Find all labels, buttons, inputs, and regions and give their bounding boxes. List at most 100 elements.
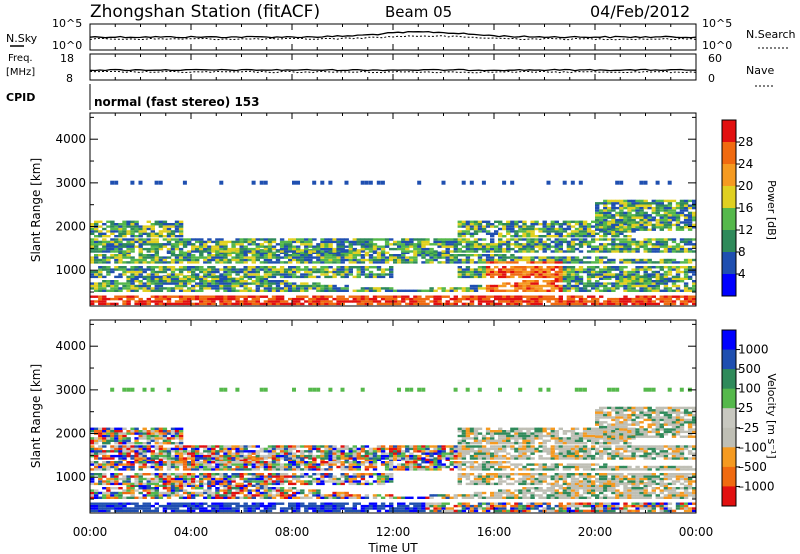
heatmap-cell <box>279 452 285 455</box>
heatmap-cell <box>271 270 277 274</box>
heatmap-cell <box>562 256 568 259</box>
heatmap-cell <box>154 430 159 433</box>
heatmap-cell <box>288 463 293 466</box>
heatmap-cell <box>534 235 539 238</box>
heatmap-cell <box>267 287 273 290</box>
heatmap-cell <box>635 214 640 217</box>
heatmap-cell <box>607 226 612 229</box>
heatmap-cell <box>207 463 212 466</box>
heatmap-cell <box>651 250 656 253</box>
heatmap-cell <box>207 465 212 469</box>
heatmap-cell <box>162 220 168 223</box>
heatmap-cell <box>631 230 636 233</box>
heatmap-cell <box>195 452 200 455</box>
heatmap-cell <box>243 504 248 508</box>
heatmap-cell <box>98 430 103 433</box>
heatmap-cell <box>453 302 458 306</box>
heatmap-cell <box>566 256 572 259</box>
heatmap-cell <box>623 216 628 219</box>
heatmap-cell <box>182 496 188 499</box>
heatmap-cell <box>247 504 252 508</box>
heatmap-cell <box>449 240 454 244</box>
heatmap-cell <box>211 458 216 461</box>
nave-series-line <box>89 70 697 74</box>
heatmap-cell <box>215 445 220 448</box>
heatmap-cell <box>243 250 248 253</box>
heatmap-cell <box>627 235 632 238</box>
heatmap-cell <box>182 509 188 513</box>
heatmap-cell <box>465 232 471 235</box>
heatmap-cell <box>380 238 386 241</box>
heatmap-cell <box>639 261 644 264</box>
heatmap-cell <box>570 261 576 264</box>
heatmap-cell <box>223 463 228 466</box>
heatmap-cell <box>550 250 555 253</box>
heatmap-cell <box>203 454 208 458</box>
heatmap-cell <box>566 243 572 246</box>
heatmap-cell <box>336 254 341 257</box>
heatmap-cell <box>195 457 200 460</box>
heatmap-cell <box>502 261 507 264</box>
heatmap-cell <box>146 273 151 276</box>
heatmap-cell <box>627 243 632 246</box>
heatmap-cell <box>122 295 127 298</box>
heatmap-cell <box>292 494 297 497</box>
heatmap-cell <box>118 477 123 481</box>
heatmap-cell <box>675 214 681 217</box>
heatmap-cell <box>110 447 115 451</box>
heatmap-cell <box>360 287 366 290</box>
heatmap-cell <box>405 251 410 254</box>
heatmap-cell <box>162 450 168 453</box>
heatmap-cell <box>328 180 333 185</box>
heatmap-cell <box>288 482 293 486</box>
heatmap-cell <box>292 284 297 288</box>
heatmap-cell <box>530 250 535 253</box>
heatmap-cell <box>255 289 260 292</box>
heatmap-cell <box>118 258 123 262</box>
heatmap-cell <box>469 232 475 235</box>
heatmap-cell <box>461 254 467 257</box>
heatmap-cell <box>207 261 212 264</box>
heatmap-cell <box>380 258 386 262</box>
heatmap-cell <box>453 238 458 241</box>
heatmap-cell <box>623 204 628 207</box>
heatmap-cell <box>425 238 430 241</box>
heatmap-cell <box>158 430 164 433</box>
heatmap-cell <box>279 282 285 285</box>
heatmap-cell <box>138 507 143 510</box>
heatmap-cell <box>312 245 317 248</box>
heatmap-cell <box>562 280 568 283</box>
heatmap-cell <box>239 238 244 241</box>
heatmap-cell <box>530 232 535 235</box>
heatmap-cell <box>340 297 345 301</box>
heatmap-cell <box>445 302 450 306</box>
heatmap-cell <box>292 297 297 301</box>
heatmap-cell <box>178 289 184 292</box>
heatmap-cell <box>469 180 474 185</box>
heatmap-cell <box>154 256 159 259</box>
heatmap-cell <box>207 450 212 453</box>
heatmap-cell <box>623 284 628 288</box>
heatmap-cell <box>348 251 353 254</box>
heatmap-cell <box>663 270 669 274</box>
heatmap-cell <box>195 247 200 251</box>
heatmap-cell <box>142 287 147 290</box>
heatmap-cell <box>130 454 135 458</box>
heatmap-cell <box>126 484 131 487</box>
heatmap-cell <box>445 289 450 292</box>
heatmap-cell <box>453 289 458 292</box>
heatmap-cell <box>122 489 127 492</box>
noise-tick-bottom-left: 10^0 <box>52 39 82 52</box>
heatmap-cell <box>619 284 624 288</box>
heatmap-cell <box>401 243 406 246</box>
heatmap-cell <box>90 270 95 274</box>
heatmap-cell <box>227 458 232 461</box>
heatmap-cell <box>494 297 499 301</box>
heatmap-cell <box>235 284 240 288</box>
heatmap-cell <box>692 211 697 215</box>
heatmap-cell <box>405 247 410 251</box>
heatmap-cell <box>231 277 236 280</box>
heatmap-cell <box>162 473 168 476</box>
heatmap-cell <box>130 289 135 292</box>
heatmap-cell <box>94 473 99 476</box>
